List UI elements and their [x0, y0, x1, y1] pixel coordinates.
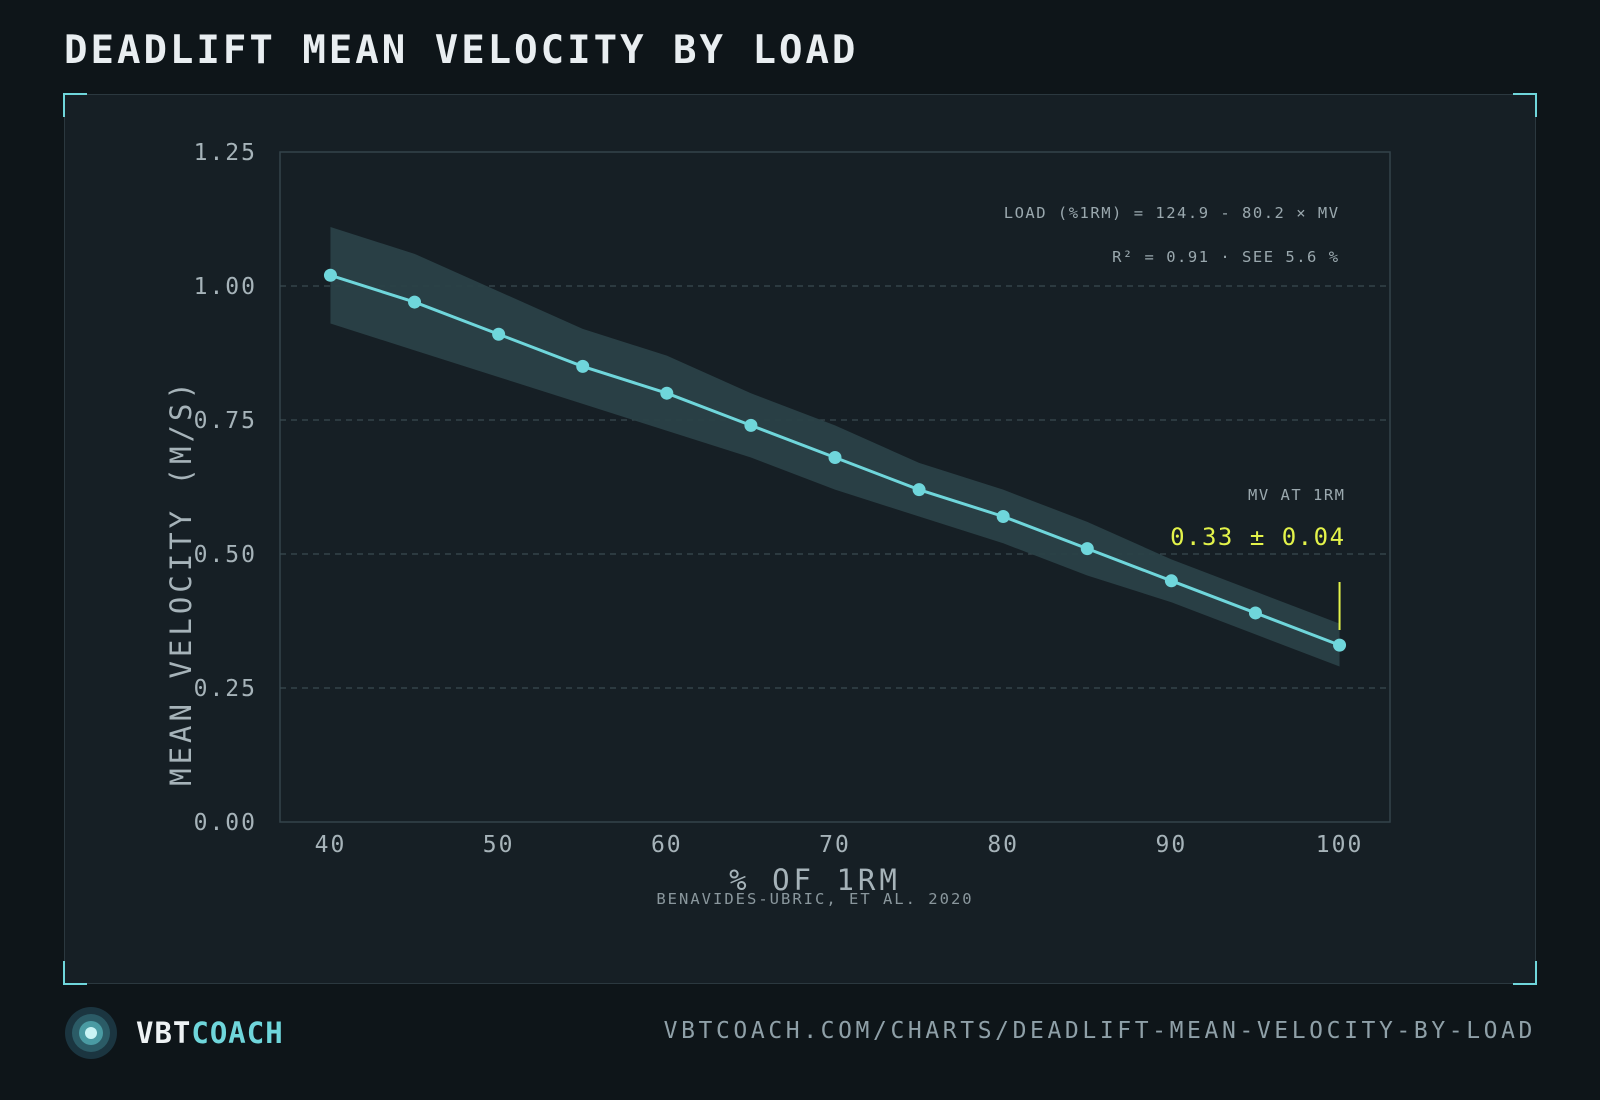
data-point	[408, 295, 422, 309]
brand-wordmark: VBTCOACH	[136, 1016, 284, 1050]
regression-equation: LOAD (%1RM) = 124.9 - 80.2 × MV	[1004, 204, 1340, 222]
chart-panel: 0.00 0.25 0.50 0.75 1.00 1.25 40 50 60 70 80 90 100 L…	[63, 93, 1537, 985]
data-point	[1333, 638, 1347, 652]
y-tick-label: 0.25	[194, 676, 257, 702]
data-point	[912, 483, 926, 497]
y-tick-label: 1.00	[194, 274, 257, 300]
mv-at-1rm-label: MV AT 1RM	[1248, 486, 1346, 504]
data-point	[744, 418, 758, 432]
footer-brand[interactable]: VBTCOACH	[64, 1006, 284, 1060]
concentric-circles-logo-icon	[65, 1007, 117, 1059]
data-point	[1248, 606, 1262, 620]
data-point	[1080, 542, 1094, 556]
corner-bracket-bottom-left	[63, 961, 87, 985]
y-tick-label: 1.25	[194, 140, 257, 166]
plot-area-border	[279, 151, 1391, 823]
x-axis-label: % OF 1RM	[729, 863, 901, 897]
x-tick-label: 80	[987, 832, 1019, 858]
y-tick-label: 0.75	[194, 408, 257, 434]
velocity-chart: 0.00 0.25 0.50 0.75 1.00 1.25 40 50 60 70 80 90 100 L…	[164, 140, 1391, 908]
brand-part-2: COACH	[191, 1016, 284, 1050]
footer-url-link[interactable]: VBTCOACH.COM/CHARTS/DEADLIFT-MEAN-VELOCI…	[663, 1018, 1536, 1044]
data-point	[492, 327, 506, 341]
y-tick-label: 0.50	[194, 542, 257, 568]
y-tick-label: 0.00	[194, 810, 257, 836]
brand-part-1: VBT	[136, 1016, 192, 1050]
corner-bracket-bottom-right	[1513, 961, 1537, 985]
corner-bracket-top-left	[63, 93, 87, 117]
y-axis-label: MEAN VELOCITY (M/S)	[164, 378, 198, 786]
mv-at-1rm-value: 0.33 ± 0.04	[1170, 523, 1345, 551]
x-tick-label: 70	[819, 832, 851, 858]
data-point	[996, 509, 1010, 523]
x-tick-label: 60	[651, 832, 683, 858]
x-tick-label: 100	[1316, 832, 1364, 858]
page-title: DEADLIFT MEAN VELOCITY BY LOAD	[64, 28, 859, 73]
source-citation: BENAVIDES-UBRIC, ET AL. 2020	[656, 890, 973, 908]
data-point	[828, 451, 842, 465]
corner-bracket-top-right	[1513, 93, 1537, 117]
confidence-band	[330, 227, 1340, 667]
x-tick-label: 40	[315, 832, 347, 858]
x-tick-label: 90	[1156, 832, 1188, 858]
x-tick-label: 50	[483, 832, 515, 858]
data-point	[576, 359, 590, 373]
data-point	[323, 268, 337, 282]
data-point	[660, 386, 674, 400]
fit-statistics: R² = 0.91 · SEE 5.6 %	[1112, 248, 1339, 266]
data-point	[1164, 574, 1178, 588]
